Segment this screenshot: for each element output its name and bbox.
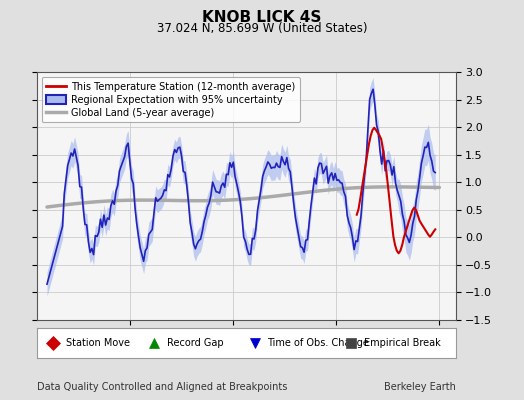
Text: Data Quality Controlled and Aligned at Breakpoints: Data Quality Controlled and Aligned at B… [37,382,287,392]
Text: KNOB LICK 4S: KNOB LICK 4S [202,10,322,25]
Legend: This Temperature Station (12-month average), Regional Expectation with 95% uncer: This Temperature Station (12-month avera… [41,77,300,122]
Text: Empirical Break: Empirical Break [364,338,440,348]
Text: Record Gap: Record Gap [167,338,223,348]
Text: Time of Obs. Change: Time of Obs. Change [267,338,369,348]
Text: Berkeley Earth: Berkeley Earth [384,382,456,392]
Text: 37.024 N, 85.699 W (United States): 37.024 N, 85.699 W (United States) [157,22,367,35]
Text: Station Move: Station Move [66,338,130,348]
